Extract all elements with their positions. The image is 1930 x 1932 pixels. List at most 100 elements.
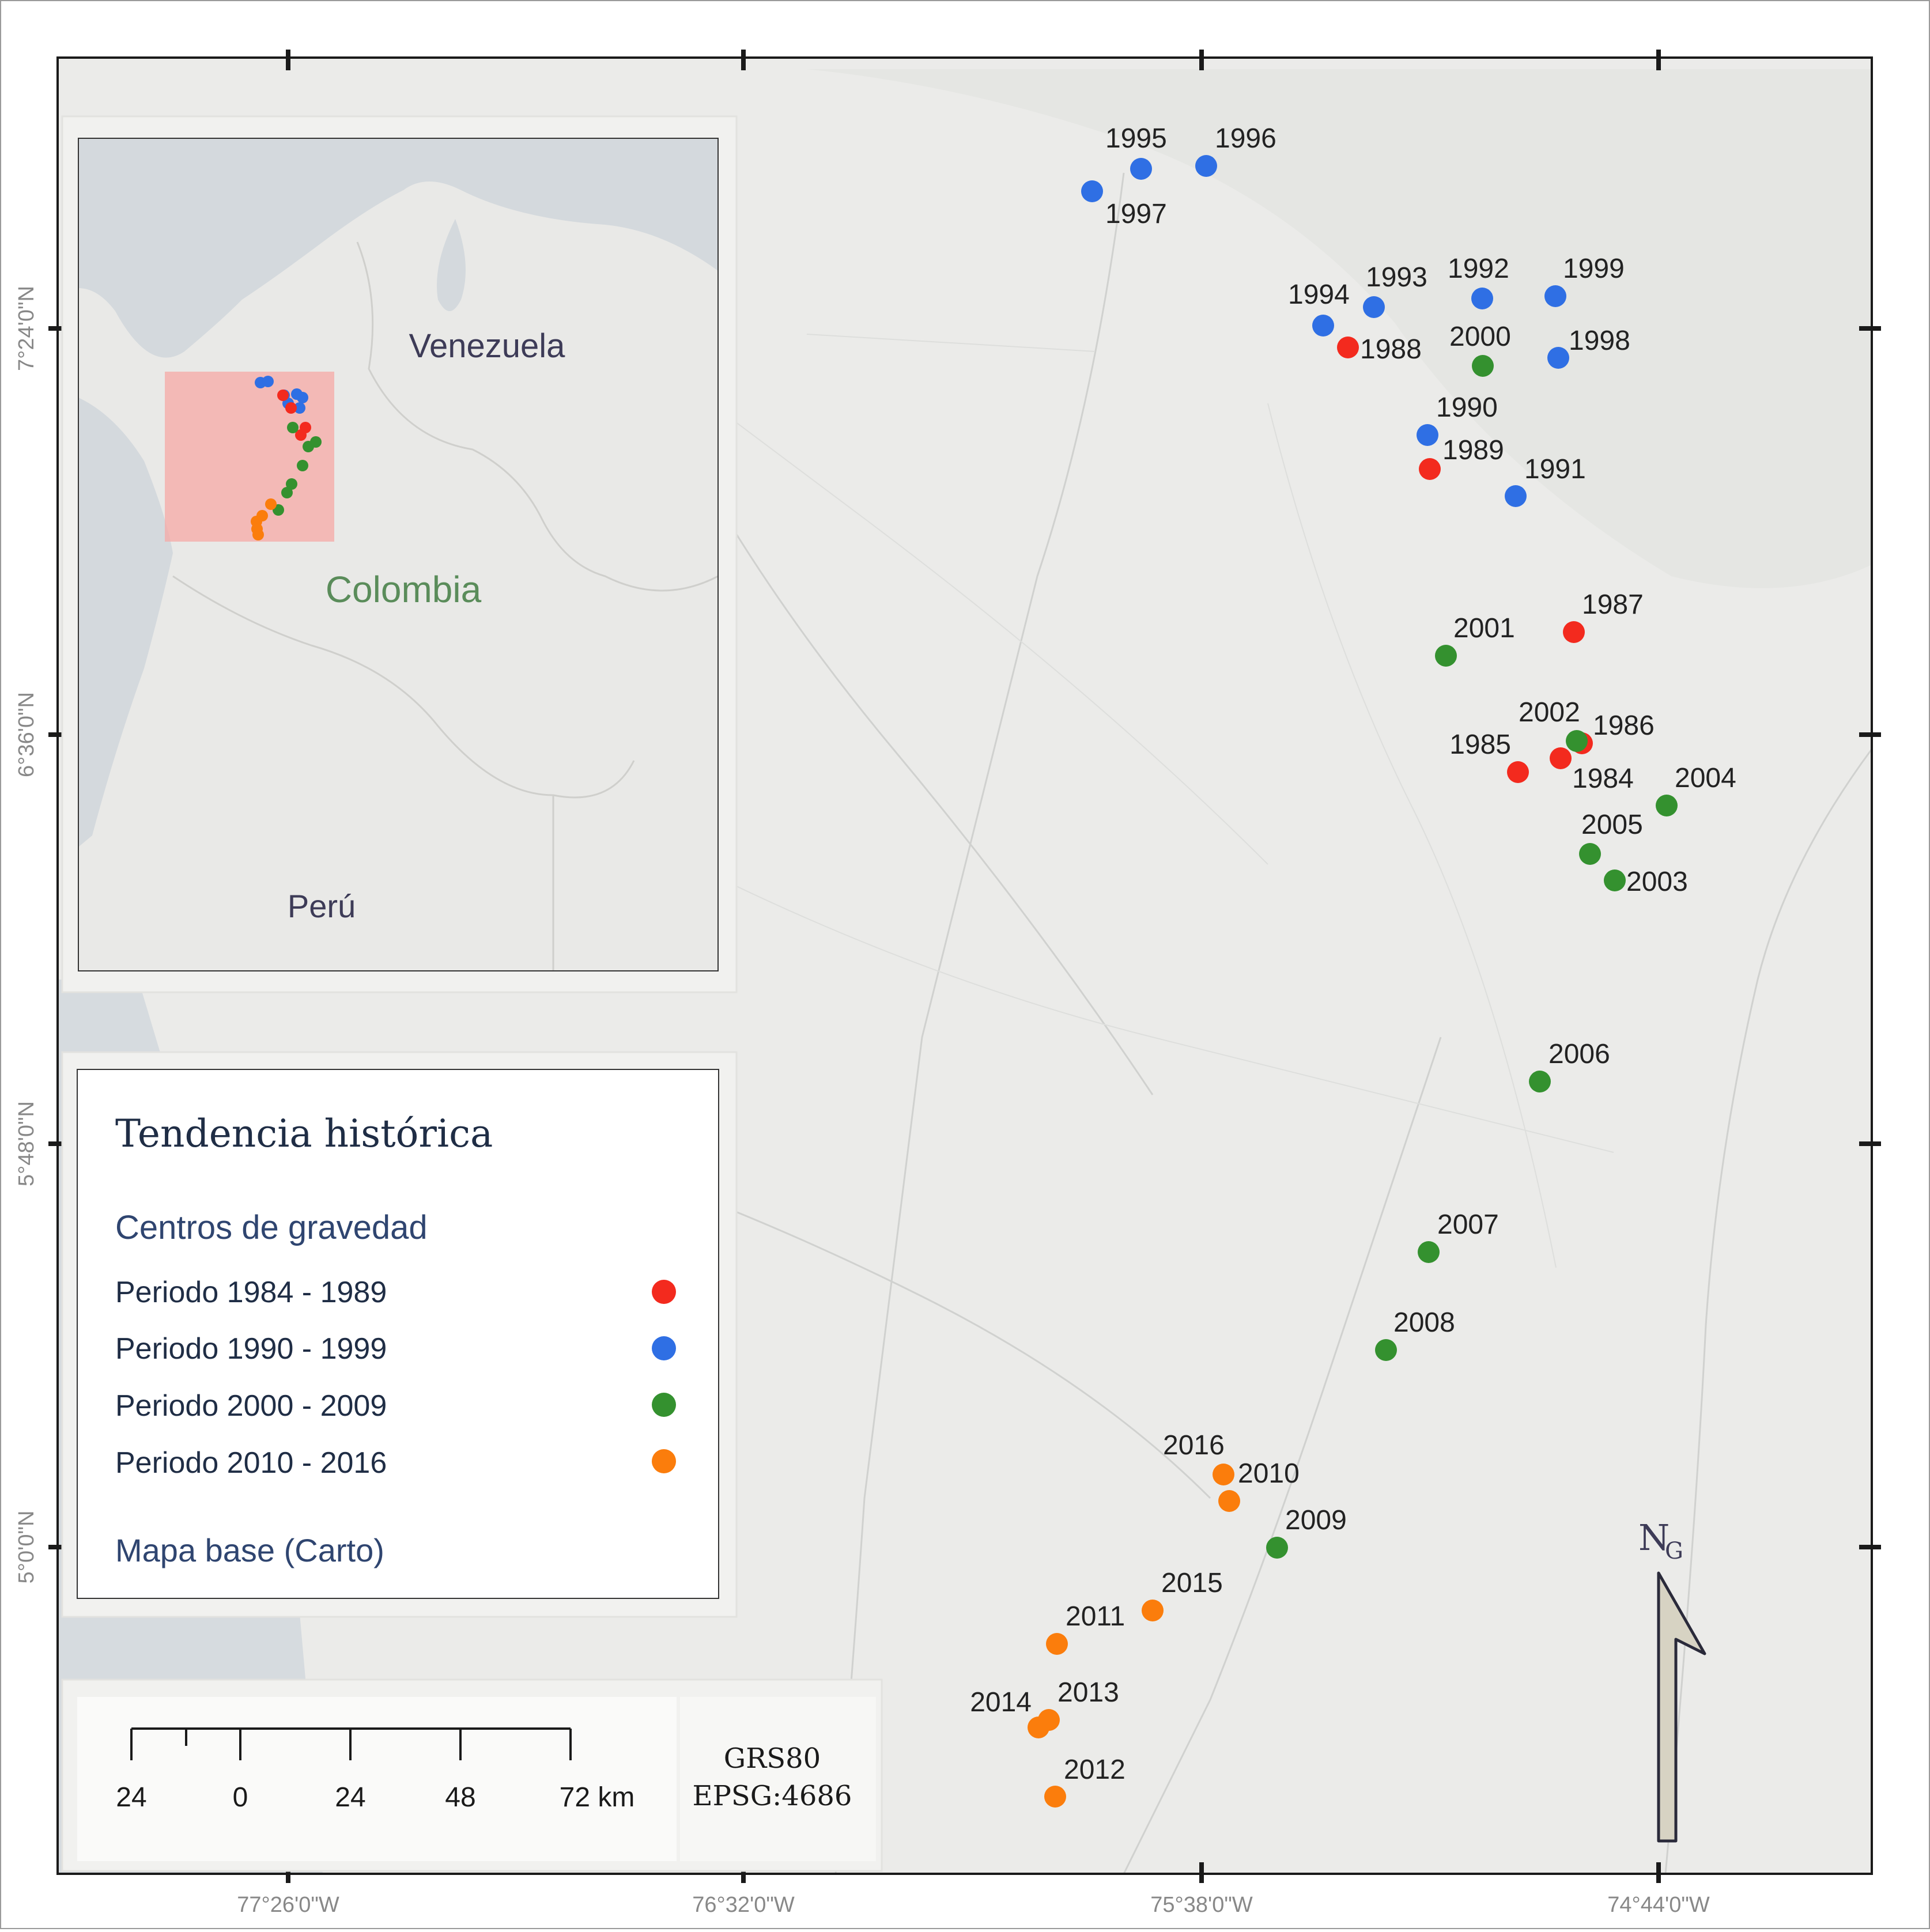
inset-gravity-centre bbox=[287, 422, 299, 433]
gravity-centre-1991 bbox=[1505, 485, 1527, 507]
gravity-centre-2004 bbox=[1656, 795, 1678, 816]
legend-item-label-1: Periodo 1984 - 1989 bbox=[115, 1276, 387, 1309]
gravity-centre-2006 bbox=[1529, 1071, 1551, 1092]
gravity-centre-2010 bbox=[1218, 1490, 1240, 1512]
gravity-centre-1997 bbox=[1081, 180, 1103, 202]
inset-gravity-centre bbox=[285, 402, 297, 414]
north-arrow-subscript: G bbox=[1665, 1538, 1683, 1564]
lat-label-1: 7°24'0"N bbox=[14, 286, 39, 371]
gravity-centre-label-2015: 2015 bbox=[1161, 1568, 1223, 1598]
gravity-centre-1989 bbox=[1419, 458, 1441, 480]
gravity-centre-2011 bbox=[1046, 1633, 1068, 1655]
gravity-centre-label-2009: 2009 bbox=[1285, 1505, 1347, 1536]
legend-box bbox=[77, 1069, 719, 1599]
gravity-centre-1993 bbox=[1363, 296, 1385, 318]
gravity-centre-label-2001: 2001 bbox=[1453, 613, 1515, 644]
inset-gravity-centre bbox=[297, 392, 308, 403]
gravity-centre-label-2005: 2005 bbox=[1581, 810, 1643, 840]
gravity-centre-label-2004: 2004 bbox=[1675, 763, 1736, 793]
gravity-centre-2014 bbox=[1028, 1717, 1049, 1738]
gravity-centre-label-2008: 2008 bbox=[1393, 1307, 1455, 1338]
gravity-centre-label-1995: 1995 bbox=[1105, 123, 1167, 154]
gravity-centre-1985 bbox=[1507, 761, 1529, 783]
gravity-centre-1996 bbox=[1195, 155, 1217, 177]
legend-swatch-1990-1999 bbox=[652, 1336, 676, 1360]
gravity-centre-1988 bbox=[1337, 337, 1359, 358]
gravity-centre-1995 bbox=[1130, 158, 1152, 180]
gravity-centre-label-1991: 1991 bbox=[1524, 454, 1586, 485]
gravity-centre-1987 bbox=[1563, 621, 1585, 643]
gravity-centre-label-1997: 1997 bbox=[1105, 199, 1167, 229]
inset-caribbean-sea bbox=[78, 138, 718, 358]
gravity-centre-2005 bbox=[1579, 843, 1601, 865]
gravity-centre-label-2016: 2016 bbox=[1163, 1430, 1225, 1461]
inset-gravity-centre bbox=[295, 429, 307, 441]
lon-label-3: 75°38'0"W bbox=[1150, 1893, 1253, 1917]
gravity-centre-label-1993: 1993 bbox=[1366, 262, 1427, 293]
inset-borders bbox=[172, 241, 719, 971]
lon-label-4: 74°44'0"W bbox=[1607, 1893, 1710, 1917]
inset-label-peru: Perú bbox=[288, 888, 356, 924]
gravity-centre-label-1988: 1988 bbox=[1360, 334, 1422, 365]
gravity-centre-2012 bbox=[1044, 1786, 1066, 1808]
gravity-centre-label-1994: 1994 bbox=[1288, 279, 1350, 310]
gravity-centre-2003 bbox=[1604, 869, 1626, 891]
gravity-centre-2001 bbox=[1435, 645, 1457, 667]
inset-gravity-centre bbox=[252, 529, 264, 540]
inset-map: Venezuela Colombia Perú bbox=[61, 115, 738, 993]
inset-gravity-centre bbox=[297, 460, 308, 471]
legend-subtitle: Centros de gravedad bbox=[115, 1209, 428, 1246]
gravity-centre-label-2002: 2002 bbox=[1519, 697, 1580, 728]
gravity-centre-1998 bbox=[1547, 347, 1569, 369]
inset-lake-maracaibo bbox=[437, 219, 466, 311]
inset-gravity-centre bbox=[281, 487, 293, 498]
crs-box bbox=[680, 1697, 876, 1861]
crs-epsg: EPSG:4686 bbox=[693, 1780, 852, 1812]
gravity-centre-2016 bbox=[1213, 1464, 1234, 1485]
legend-basemap-label: Mapa base (Carto) bbox=[115, 1532, 384, 1568]
gravity-centre-1992 bbox=[1471, 288, 1493, 309]
gravity-centre-label-1990: 1990 bbox=[1436, 392, 1498, 423]
legend-item-label-2: Periodo 1990 - 1999 bbox=[115, 1332, 387, 1366]
scalebar-box bbox=[77, 1697, 677, 1861]
legend-item-label-4: Periodo 2010 - 2016 bbox=[115, 1446, 387, 1480]
legend-swatch-1984-1989 bbox=[652, 1280, 676, 1304]
north-arrow-letter: N bbox=[1638, 1517, 1670, 1559]
gravity-centre-label-2012: 2012 bbox=[1064, 1755, 1125, 1785]
inset-gravity-centre bbox=[277, 390, 289, 401]
gravity-centre-2002 bbox=[1566, 730, 1588, 752]
scale-panel: 24 0 24 48 72 km GRS80 EPSG:4686 bbox=[61, 1678, 883, 1872]
gravity-centre-label-2006: 2006 bbox=[1548, 1039, 1610, 1069]
basemap-relief bbox=[807, 69, 1872, 588]
legend-title: Tendencia histórica bbox=[115, 1111, 493, 1156]
crs-datum: GRS80 bbox=[724, 1742, 821, 1775]
gravity-centre-label-2013: 2013 bbox=[1057, 1677, 1119, 1708]
legend: Tendencia histórica Centros de gravedad … bbox=[61, 1051, 738, 1618]
gravity-centre-label-2014: 2014 bbox=[970, 1687, 1032, 1718]
gravity-centre-2008 bbox=[1375, 1339, 1397, 1361]
scalebar bbox=[130, 1727, 572, 1760]
gravity-centre-2015 bbox=[1142, 1600, 1164, 1621]
inset-gravity-centres bbox=[251, 376, 322, 540]
gravity-centre-label-1999: 1999 bbox=[1563, 254, 1625, 284]
gravity-centre-2009 bbox=[1266, 1537, 1288, 1559]
inset-frame bbox=[78, 138, 719, 971]
coordinate-labels: 77°26'0"W 76°32'0"W 75°38'0"W 74°44'0"W … bbox=[14, 286, 1710, 1917]
inset-label-colombia: Colombia bbox=[326, 569, 482, 610]
inset-gravity-centre bbox=[262, 376, 274, 387]
gravity-centre-2007 bbox=[1418, 1241, 1440, 1263]
inset-gravity-centre bbox=[286, 478, 297, 490]
lon-label-2: 76°32'0"W bbox=[692, 1893, 795, 1917]
gravity-centre-1984 bbox=[1550, 747, 1572, 769]
gravity-centre-label-2000: 2000 bbox=[1449, 322, 1511, 352]
gravity-centre-label-1986: 1986 bbox=[1593, 710, 1655, 741]
lon-label-1: 77°26'0"W bbox=[237, 1893, 339, 1917]
gravity-centre-label-2003: 2003 bbox=[1626, 867, 1688, 897]
inset-pacific-ocean bbox=[78, 398, 173, 847]
lat-label-2: 6°36'0"N bbox=[14, 692, 39, 777]
north-arrow: N G bbox=[1638, 1517, 1706, 1843]
gravity-centre-label-1992: 1992 bbox=[1448, 254, 1509, 284]
